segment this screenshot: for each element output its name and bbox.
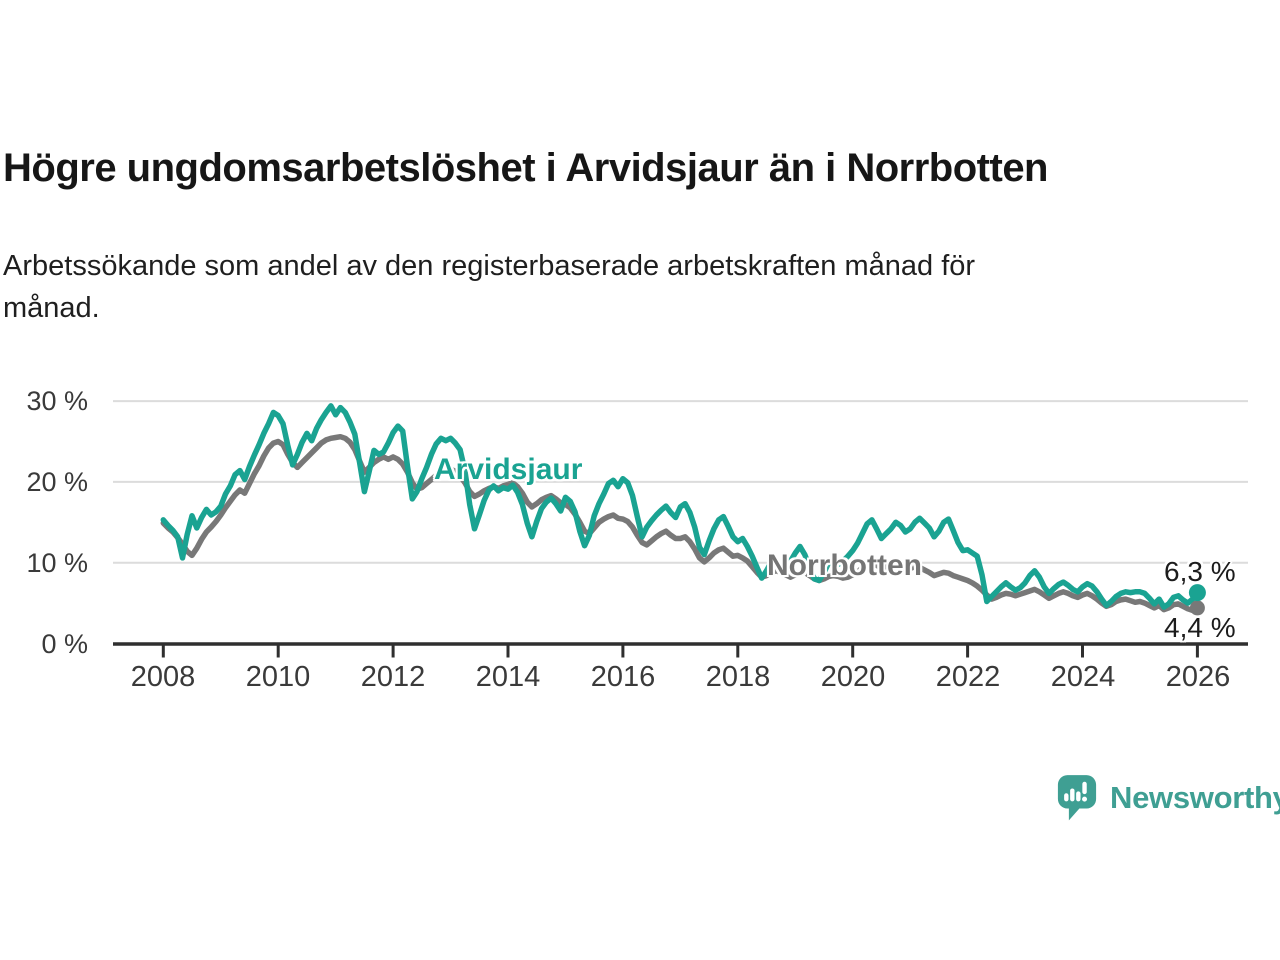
subtitle-line-2: månad. xyxy=(3,292,100,324)
norrbotten-series-label: Norrbotten xyxy=(767,549,922,582)
arvidsjaur-end-dot xyxy=(1188,584,1206,602)
x-tick-label-2016: 2016 xyxy=(590,661,656,693)
x-tick-label-2010: 2010 xyxy=(245,661,311,693)
x-tick-label-2022: 2022 xyxy=(935,661,1001,693)
x-tick-label-2012: 2012 xyxy=(360,661,426,693)
gridlines xyxy=(113,400,1248,564)
arvidsjaur-series-label: Arvidsjaur xyxy=(434,453,583,486)
y-tick-label-20: 20 % xyxy=(26,466,88,497)
norrbotten-end-value: 4,4 % xyxy=(1164,612,1236,643)
y-tick-label-30: 30 % xyxy=(26,386,88,416)
x-tick-label-2014: 2014 xyxy=(475,661,541,693)
y-tick-label-10: 10 % xyxy=(26,548,88,578)
brand-footer: Newsworthy xyxy=(1056,772,1280,824)
brand-name: Newsworthy xyxy=(1110,780,1280,815)
x-tick-label-2020: 2020 xyxy=(820,661,886,693)
x-tick-label-2024: 2024 xyxy=(1050,661,1116,693)
subtitle-line-1: Arbetssökande som andel av den registerb… xyxy=(3,250,976,282)
norrbotten-line xyxy=(160,433,1201,614)
x-tick-label-2008: 2008 xyxy=(130,661,196,693)
arvidsjaur-end-value: 6,3 % xyxy=(1164,556,1236,587)
y-tick-label-0: 0 % xyxy=(41,628,88,659)
x-axis xyxy=(113,642,1248,658)
page-title: Högre ungdomsarbetslöshet i Arvidsjaur ä… xyxy=(3,146,1049,190)
x-tick-label-2026: 2026 xyxy=(1165,661,1231,693)
arvidsjaur-line xyxy=(160,403,1201,610)
x-tick-label-2018: 2018 xyxy=(705,661,771,693)
norrbotten-end-dot xyxy=(1189,600,1205,616)
newsworthy-logo-icon xyxy=(1057,775,1097,821)
